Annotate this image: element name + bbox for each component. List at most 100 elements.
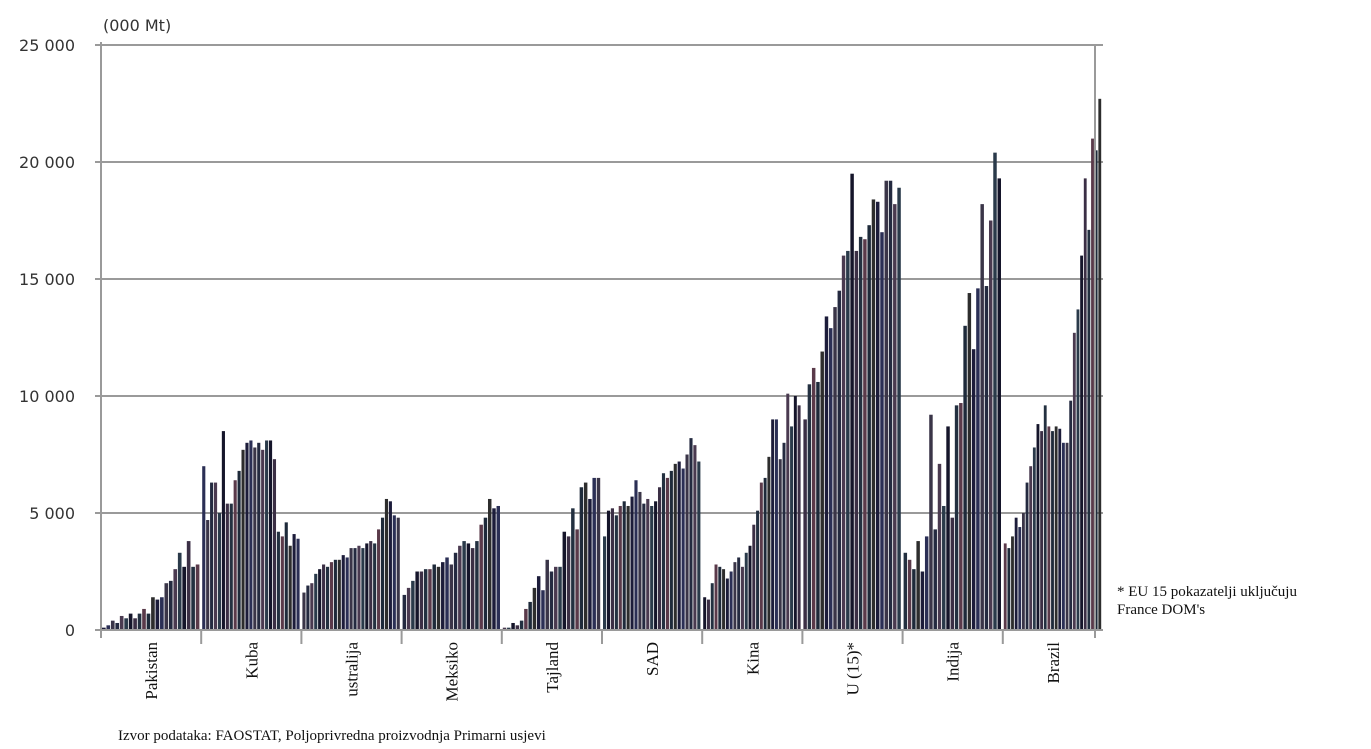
bar [462, 541, 466, 630]
bar [392, 515, 396, 630]
bar [1032, 447, 1036, 630]
bar [210, 482, 214, 630]
bar [733, 562, 737, 630]
bar [558, 566, 562, 630]
bar [725, 578, 729, 630]
bar [718, 566, 722, 630]
bar [596, 477, 601, 630]
source-note: Izvor podataka: FAOSTAT, Poljoprivredna … [118, 728, 546, 744]
bar [380, 517, 385, 630]
bar [737, 557, 741, 630]
bar [415, 571, 419, 630]
bar [562, 531, 567, 630]
bar [642, 503, 646, 630]
bar [740, 566, 744, 630]
bar [963, 325, 967, 630]
bar [976, 288, 980, 630]
bar [280, 536, 284, 630]
bar [871, 199, 876, 630]
bar [160, 597, 164, 630]
bar [449, 564, 454, 630]
bar [507, 627, 511, 630]
bar [1087, 229, 1091, 631]
bar [626, 505, 630, 630]
bar [532, 587, 537, 630]
footnote: * EU 15 pokazatelji uključuju France DOM… [1117, 583, 1297, 619]
bar [333, 559, 337, 630]
bar [697, 461, 701, 630]
x-tick-label: U (15)* [844, 642, 863, 695]
bar [771, 419, 775, 630]
footnote-line-1: * EU 15 pokazatelji uključuju [1117, 584, 1297, 600]
bar [884, 180, 888, 630]
bar [124, 618, 128, 630]
bar [1072, 332, 1076, 630]
bar [237, 470, 241, 630]
bar [345, 557, 349, 630]
bar [1047, 426, 1051, 630]
bar [268, 440, 273, 630]
bar [155, 599, 160, 630]
bar [502, 627, 507, 630]
bar [654, 501, 658, 630]
y-axis-unit-label: (000 Mt) [103, 16, 172, 35]
bar [445, 557, 449, 630]
bar [767, 456, 771, 630]
bars-group [102, 98, 1102, 631]
x-tick-label: Indija [944, 642, 963, 682]
y-tick-label: 0 [65, 621, 75, 640]
bar [774, 419, 778, 630]
bar [744, 552, 748, 630]
bar [1076, 309, 1080, 630]
axes [95, 42, 1103, 644]
bar [173, 569, 178, 630]
bar [1036, 424, 1040, 630]
bar [946, 426, 950, 630]
bar [677, 461, 681, 630]
bar [841, 255, 846, 630]
bar [1021, 513, 1025, 630]
bar [1011, 536, 1014, 630]
bar [241, 449, 245, 630]
bar [993, 152, 997, 630]
bar [146, 613, 151, 630]
bar [1098, 98, 1102, 630]
bar [863, 239, 867, 630]
bar [545, 559, 549, 630]
bar [528, 601, 532, 630]
bar [213, 482, 218, 630]
bar [1080, 255, 1084, 630]
bar [603, 536, 607, 630]
bar [583, 482, 588, 630]
bar [195, 564, 200, 630]
bar [133, 618, 137, 630]
bar [1094, 150, 1098, 631]
bar [650, 505, 654, 630]
bar [657, 487, 662, 630]
bar [137, 613, 142, 630]
bar [106, 625, 111, 630]
x-tick-label: ustralija [343, 642, 362, 697]
bar [748, 545, 752, 630]
bar [937, 463, 942, 630]
bar [1051, 431, 1054, 630]
bar [302, 592, 306, 630]
bar [903, 552, 908, 630]
bar [579, 487, 584, 630]
bar [588, 498, 592, 630]
bar [933, 529, 937, 630]
bar [373, 543, 377, 630]
x-tick-label: SAD [643, 642, 662, 676]
bar [496, 505, 500, 630]
bar [177, 552, 182, 630]
bar [423, 569, 428, 630]
gridlines [101, 44, 1103, 514]
bar [292, 534, 296, 630]
bar [912, 569, 916, 630]
x-tick-label: Brazil [1044, 642, 1063, 684]
bar [786, 393, 790, 630]
bar [272, 459, 277, 630]
bar [816, 381, 820, 630]
bar [566, 536, 571, 630]
bar [924, 536, 929, 630]
